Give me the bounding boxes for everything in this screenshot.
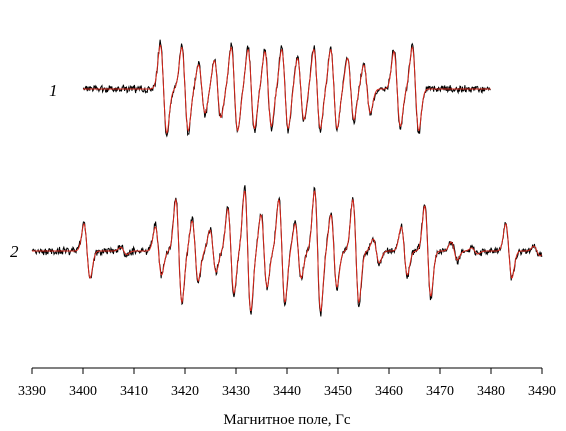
spectrum-label-1: 1 [49,81,58,100]
x-tick-label-3440: 3440 [273,384,301,399]
spectrum-2-simulated-line [32,189,543,313]
x-tick-label-3420: 3420 [171,384,199,399]
x-tick-label-3460: 3460 [375,384,403,399]
spectrum-labels: 1 2 [10,81,58,261]
x-tick-label-3390: 3390 [18,384,46,399]
x-tick-label-3410: 3410 [120,384,148,399]
x-tick-label-3470: 3470 [426,384,454,399]
x-tick-label-3400: 3400 [69,384,97,399]
x-tick-label-3450: 3450 [324,384,352,399]
spectrum-1 [82,39,491,138]
x-tick-label-3430: 3430 [222,384,250,399]
spectrum-2 [31,185,543,317]
spectra-layer [31,39,543,317]
spectrum-label-2: 2 [10,242,19,261]
x-tick-label-3490: 3490 [528,384,556,399]
x-axis-ticks: 3390 3400 3410 3420 3430 3440 3450 3460 3470 3480… [18,368,556,399]
x-tick-label-3480: 3480 [477,384,505,399]
spectrum-1-simulated-line [83,44,491,135]
x-axis-label: Магнитное поле, Гс [223,412,351,428]
